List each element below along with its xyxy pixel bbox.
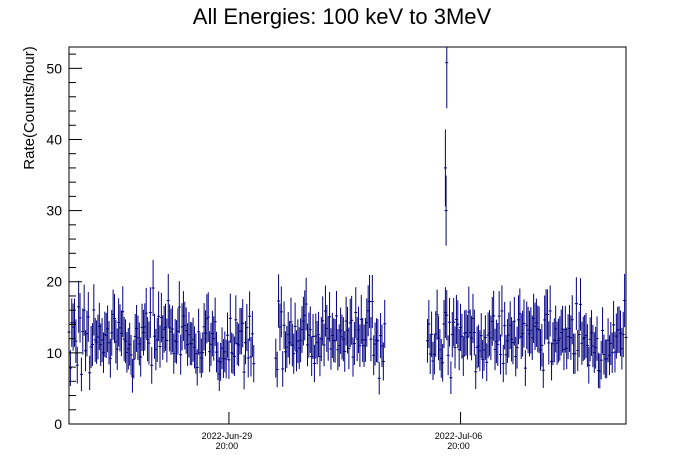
x-tick-label: 20:00 [447,441,470,451]
y-tick-label: 0 [54,416,62,432]
y-tick-label: 20 [46,274,62,290]
x-tick-label: 2022-Jun-29 [202,431,253,441]
data-series [67,47,628,395]
y-tick-label: 30 [46,203,62,219]
plot-frame [68,46,627,425]
chart-title: All Energies: 100 keV to 3MeV [193,4,492,29]
y-axis-label: Rate(Counts/hour) [21,46,38,169]
x-tick-label: 20:00 [216,441,239,451]
axes: 010203040502022-Jun-2920:002022-Jul-0620… [46,53,483,451]
x-tick-label: 2022-Jul-06 [435,431,483,441]
y-tick-label: 40 [46,131,62,147]
y-tick-label: 10 [46,345,62,361]
y-tick-label: 50 [46,60,62,76]
